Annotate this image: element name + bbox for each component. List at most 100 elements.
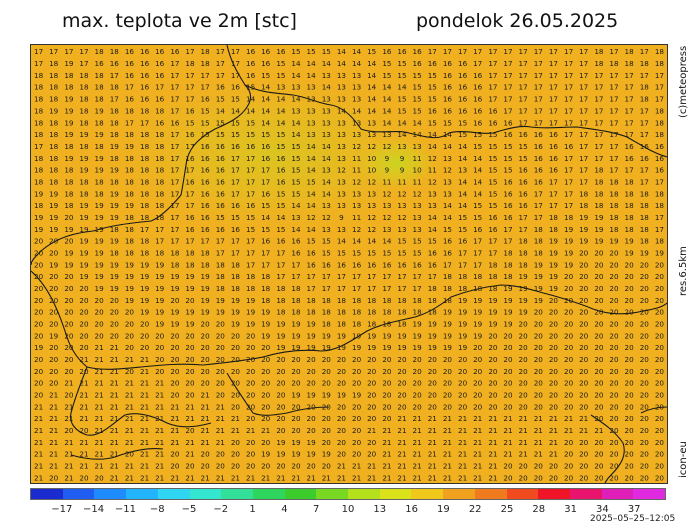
grid-value: 16 [534,154,544,163]
colorbar-swatch [601,489,634,499]
grid-value: 20 [564,331,574,340]
grid-value: 18 [34,177,44,186]
grid-value: 21 [140,438,149,447]
grid-value: 20 [216,379,226,388]
grid-value: 18 [640,237,650,246]
grid-value: 20 [382,391,392,400]
grid-value: 20 [549,391,559,400]
grid-value: 20 [291,462,301,471]
grid-value: 19 [458,296,468,305]
grid-value: 20 [640,367,650,376]
grid-value: 21 [79,462,88,471]
grid-value: 18 [95,47,105,56]
grid-value: 17 [367,284,376,293]
grid-value: 20 [337,379,347,388]
grid-value: 14 [428,142,438,151]
grid-value: 16 [443,59,453,68]
grid-value: 17 [534,118,543,127]
grid-value: 21 [125,414,134,423]
grid-value: 9 [385,154,390,163]
grid-value: 20 [307,379,317,388]
grid-value: 20 [261,414,271,423]
grid-value: 17 [579,130,588,139]
grid-value: 19 [291,391,301,400]
grid-value: 21 [201,402,210,411]
grid-value: 19 [49,331,59,340]
grid-value: 11 [352,213,361,222]
grid-value: 21 [140,355,149,364]
grid-value: 18 [443,284,453,293]
border-south-slovakia [31,270,667,370]
grid-value: 19 [201,272,211,281]
grid-value: 16 [185,177,195,186]
grid-value: 16 [276,177,286,186]
grid-value: 19 [352,331,362,340]
grid-value: 18 [170,249,180,258]
grid-value: 17 [246,249,255,258]
grid-value: 20 [549,308,559,317]
colorbar-swatch [474,489,507,499]
grid-value: 19 [246,296,256,305]
grid-value: 20 [322,367,332,376]
grid-value: 18 [579,201,589,210]
grid-value: 18 [549,213,559,222]
grid-value: 20 [352,355,362,364]
grid-value: 20 [594,355,604,364]
grid-value: 21 [155,450,164,459]
grid-value: 21 [276,473,285,482]
grid-value: 17 [397,284,406,293]
grid-value: 20 [276,367,286,376]
grid-value: 19 [534,260,544,269]
grid-value: 16 [655,142,665,151]
grid-value: 14 [473,166,483,175]
grid-value: 17 [519,213,528,222]
grid-value: 18 [125,189,135,198]
map-title: max. teplota ve 2m [stc] [62,10,297,32]
grid-value: 9 [400,154,405,163]
grid-value: 20 [625,367,635,376]
grid-value: 15 [397,59,406,68]
grid-value: 21 [579,426,588,435]
grid-value: 20 [261,462,271,471]
grid-value: 14 [473,154,483,163]
grid-value: 20 [367,414,377,423]
grid-value: 18 [640,59,650,68]
grid-value: 21 [261,473,270,482]
grid-value: 18 [125,106,135,115]
grid-value: 21 [155,391,164,400]
grid-value: 21 [79,450,88,459]
grid-value: 21 [49,414,58,423]
grid-value: 18 [397,320,407,329]
grid-value: 16 [458,95,468,104]
grid-value: 18 [443,272,453,281]
grid-value: 18 [155,142,165,151]
grid-value: 18 [95,95,105,104]
grid-value: 18 [79,106,89,115]
grid-value: 20 [625,391,635,400]
grid-value: 18 [64,166,74,175]
grid-value: 17 [503,47,512,56]
grid-value: 13 [352,71,361,80]
grid-value: 18 [49,59,59,68]
grid-value: 19 [64,225,74,234]
grid-value: 14 [322,177,332,186]
grid-value: 20 [261,391,271,400]
grid-value: 18 [382,296,392,305]
grid-value: 20 [49,249,59,258]
grid-value: 18 [140,154,150,163]
grid-value: 20 [655,355,665,364]
grid-value: 17 [503,225,512,234]
grid-value: 17 [564,83,573,92]
grid-value: 17 [579,71,588,80]
grid-value: 20 [170,367,180,376]
grid-value: 21 [110,355,119,364]
grid-value: 18 [95,177,105,186]
grid-value: 16 [125,47,135,56]
grid-value: 20 [307,367,317,376]
grid-value: 15 [397,106,406,115]
grid-value: 20 [231,462,241,471]
grid-value: 20 [352,379,362,388]
grid-value: 15 [307,237,316,246]
grid-value: 18 [110,154,120,163]
grid-value: 18 [337,296,347,305]
